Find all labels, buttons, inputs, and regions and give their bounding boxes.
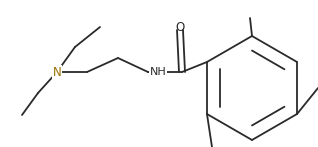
Text: N: N	[52, 66, 61, 78]
Text: O: O	[175, 21, 185, 34]
Text: NH: NH	[150, 67, 166, 77]
